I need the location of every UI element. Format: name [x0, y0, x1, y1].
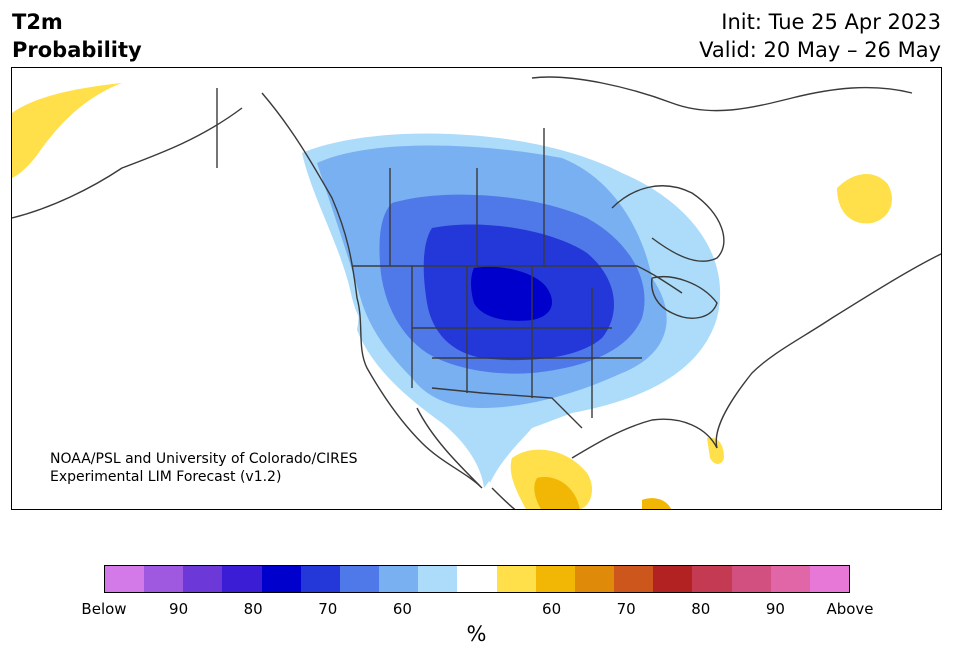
forecast-credit: NOAA/PSL and University of Colorado/CIRE… [50, 450, 358, 486]
map-title: T2m Probability [12, 8, 142, 64]
pacific-coastline [12, 92, 483, 489]
colorbar-cell [222, 566, 262, 592]
forecast-dates: Init: Tue 25 Apr 2023 Valid: 20 May – 26… [699, 8, 941, 64]
us-mexico-border [431, 387, 583, 429]
canada-province-lines [216, 88, 545, 266]
colorbar-cell [261, 566, 301, 592]
credit-line-2: Experimental LIM Forecast (v1.2) [50, 469, 282, 485]
above-60-greenland-west [12, 83, 122, 178]
colorbar-cell [144, 566, 184, 592]
gulf-coastline [491, 418, 718, 509]
great-lakes [650, 276, 718, 319]
above-70-caribbean [642, 498, 671, 509]
above-70-mexico [534, 477, 580, 509]
colorbar-cell [457, 566, 497, 592]
colorbar-cell [692, 566, 732, 592]
probability-colorbar [104, 565, 850, 593]
colorbar-cell [731, 566, 771, 592]
colorbar-tick-label: 80 [243, 600, 263, 618]
colorbar-cell [379, 566, 419, 592]
init-date: Init: Tue 25 Apr 2023 [721, 10, 941, 34]
map-canvas [12, 76, 941, 509]
above-60-florida [707, 437, 724, 464]
credit-line-1: NOAA/PSL and University of Colorado/CIRE… [50, 451, 358, 467]
coastlines-and-borders [12, 76, 941, 509]
colorbar-cell [300, 566, 340, 592]
colorbar-cell [339, 566, 380, 592]
below-60-region-west [342, 218, 490, 488]
colorbar-tick-labels: Below 90 80 70 60 60 70 80 90 Above [81, 600, 873, 620]
colorbar-cell [535, 566, 575, 592]
atlantic-coastline [715, 253, 941, 449]
colorbar-cell [183, 566, 223, 592]
colorbar-tick-label: Below [81, 600, 127, 618]
colorbar-unit: % [466, 622, 487, 646]
colorbar-cell [770, 566, 810, 592]
above-60-labrador [837, 173, 892, 224]
us-state-lines [411, 266, 642, 418]
colorbar-cell [496, 566, 536, 592]
colorbar-tick-label: 90 [169, 600, 189, 618]
colorbar-tick-label: 60 [392, 600, 412, 618]
colorbar-cell [653, 566, 693, 592]
colorbar-tick-label: 80 [691, 600, 711, 618]
probability-shading [12, 83, 892, 509]
colorbar-tick-label: 70 [318, 600, 338, 618]
colorbar-cell [574, 566, 615, 592]
colorbar-tick-label: 60 [542, 600, 562, 618]
baja-peninsula [416, 407, 481, 487]
colorbar-cell [105, 566, 145, 592]
colorbar-cell [418, 566, 458, 592]
arctic-islands [531, 76, 913, 112]
hudson-bay-outline [611, 185, 725, 262]
colorbar-cell [809, 566, 849, 592]
title-line-2: Probability [12, 38, 142, 62]
colorbar-tick-label: 70 [616, 600, 636, 618]
colorbar-tick-label: Above [826, 600, 874, 618]
title-line-1: T2m [12, 10, 63, 34]
forecast-map: NOAA/PSL and University of Colorado/CIRE… [11, 67, 942, 510]
valid-dates: Valid: 20 May – 26 May [699, 38, 941, 62]
colorbar-tick-label: 90 [765, 600, 785, 618]
colorbar-cell [614, 566, 654, 592]
